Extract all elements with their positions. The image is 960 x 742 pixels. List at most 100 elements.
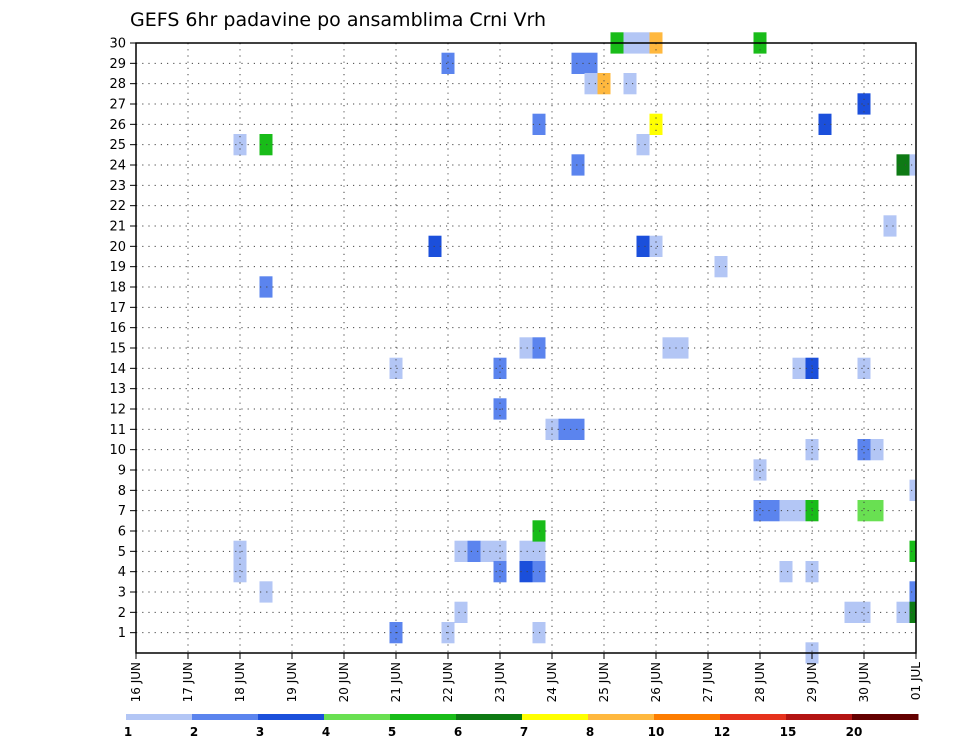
y-tick-label: 20 (109, 240, 126, 255)
data-cell (259, 276, 273, 298)
legend-swatch (258, 714, 325, 720)
data-cell (636, 235, 650, 257)
y-tick-label: 28 (109, 77, 126, 92)
legend-swatch (126, 714, 193, 720)
legend-swatch (786, 714, 853, 720)
data-cell (896, 154, 910, 176)
data-cell (558, 418, 585, 440)
y-axis: 1234567891011121314151617181920212223242… (109, 37, 136, 641)
data-cell (857, 500, 884, 522)
x-tick-label: 22 JUN (441, 662, 455, 702)
data-cell (623, 73, 637, 95)
data-cell (571, 52, 598, 74)
legend-label: 2 (190, 725, 198, 739)
data-cell (597, 73, 611, 95)
data-cell (636, 134, 650, 156)
legend-label: 4 (322, 725, 330, 739)
x-tick-label: 01 JUL (909, 662, 923, 700)
y-tick-label: 2 (118, 606, 126, 621)
data-cell (753, 500, 780, 522)
legend-swatch (654, 714, 721, 720)
legend-label: 7 (520, 725, 528, 739)
data-cell (779, 561, 793, 583)
x-tick-label: 29 JUN (805, 662, 819, 702)
y-tick-label: 30 (109, 37, 126, 52)
data-cell (519, 540, 546, 562)
y-tick-label: 26 (109, 118, 126, 133)
y-tick-label: 5 (118, 545, 126, 560)
y-tick-label: 25 (109, 138, 126, 153)
data-cell (233, 540, 247, 562)
data-cell (883, 215, 897, 237)
y-tick-label: 24 (109, 159, 126, 174)
data-cell (753, 459, 767, 481)
y-tick-label: 1 (118, 626, 126, 641)
data-cell (519, 561, 533, 583)
legend-label: 3 (256, 725, 264, 739)
y-tick-label: 8 (118, 484, 126, 499)
x-tick-label: 18 JUN (233, 662, 247, 702)
y-tick-label: 9 (118, 464, 126, 479)
legend-label: 15 (780, 725, 797, 739)
data-cell (259, 581, 273, 603)
x-tick-label: 21 JUN (389, 662, 403, 702)
data-cell (909, 601, 916, 623)
y-tick-label: 16 (109, 321, 126, 336)
legend-swatch (852, 714, 919, 720)
data-cell (649, 235, 663, 257)
data-cell (896, 601, 910, 623)
x-tick-label: 26 JUN (649, 662, 663, 702)
data-cell (844, 601, 871, 623)
y-tick-label: 13 (109, 382, 126, 397)
legend-swatch (324, 714, 391, 720)
legend-swatch (522, 714, 589, 720)
legend-label: 5 (388, 725, 396, 739)
data-cell (467, 540, 481, 562)
y-tick-label: 7 (118, 504, 126, 519)
legend-label: 20 (846, 725, 863, 739)
data-cell (493, 357, 507, 379)
data-cell (857, 439, 871, 461)
data-cell (909, 154, 916, 176)
x-axis: 16 JUN 17 JUN 18 JUN 19 JUN 20 JUN 21 JUN 22 J… (129, 653, 923, 702)
data-cells (233, 32, 916, 664)
data-cell (233, 134, 247, 156)
legend-label: 8 (586, 725, 594, 739)
data-cell (909, 479, 916, 501)
x-tick-label: 24 JUN (545, 662, 559, 702)
data-cell (454, 601, 468, 623)
y-tick-label: 4 (118, 565, 126, 580)
data-cell (389, 357, 403, 379)
data-cell (779, 500, 806, 522)
y-tick-label: 14 (109, 362, 126, 377)
y-tick-label: 10 (109, 443, 126, 458)
y-tick-label: 21 (109, 220, 126, 235)
x-tick-label: 28 JUN (753, 662, 767, 702)
legend-label: 1 (124, 725, 132, 739)
legend-label: 12 (714, 725, 731, 739)
x-tick-label: 27 JUN (701, 662, 715, 702)
data-cell (792, 357, 806, 379)
y-tick-label: 3 (118, 586, 126, 601)
data-cell (259, 134, 273, 156)
grid-lines (136, 43, 916, 653)
x-tick-label: 16 JUN (129, 662, 143, 702)
data-cell (870, 439, 884, 461)
data-cell (714, 256, 728, 278)
y-tick-label: 12 (109, 403, 126, 418)
data-cell (428, 235, 442, 257)
y-tick-label: 19 (109, 260, 126, 275)
y-tick-label: 22 (109, 199, 126, 214)
color-legend: 1 2 3 4 5 6 7 8 10 12 15 20 (124, 714, 919, 739)
data-cell (233, 561, 247, 583)
chart-title: GEFS 6hr padavine po ansamblima Crni Vrh (130, 9, 546, 31)
data-cell (909, 540, 916, 562)
legend-swatch (588, 714, 655, 720)
legend-label: 6 (454, 725, 462, 739)
x-tick-label: 20 JUN (337, 662, 351, 702)
x-tick-label: 23 JUN (493, 662, 507, 702)
data-cell (493, 561, 507, 583)
data-cell (454, 540, 468, 562)
data-cell (441, 52, 455, 74)
